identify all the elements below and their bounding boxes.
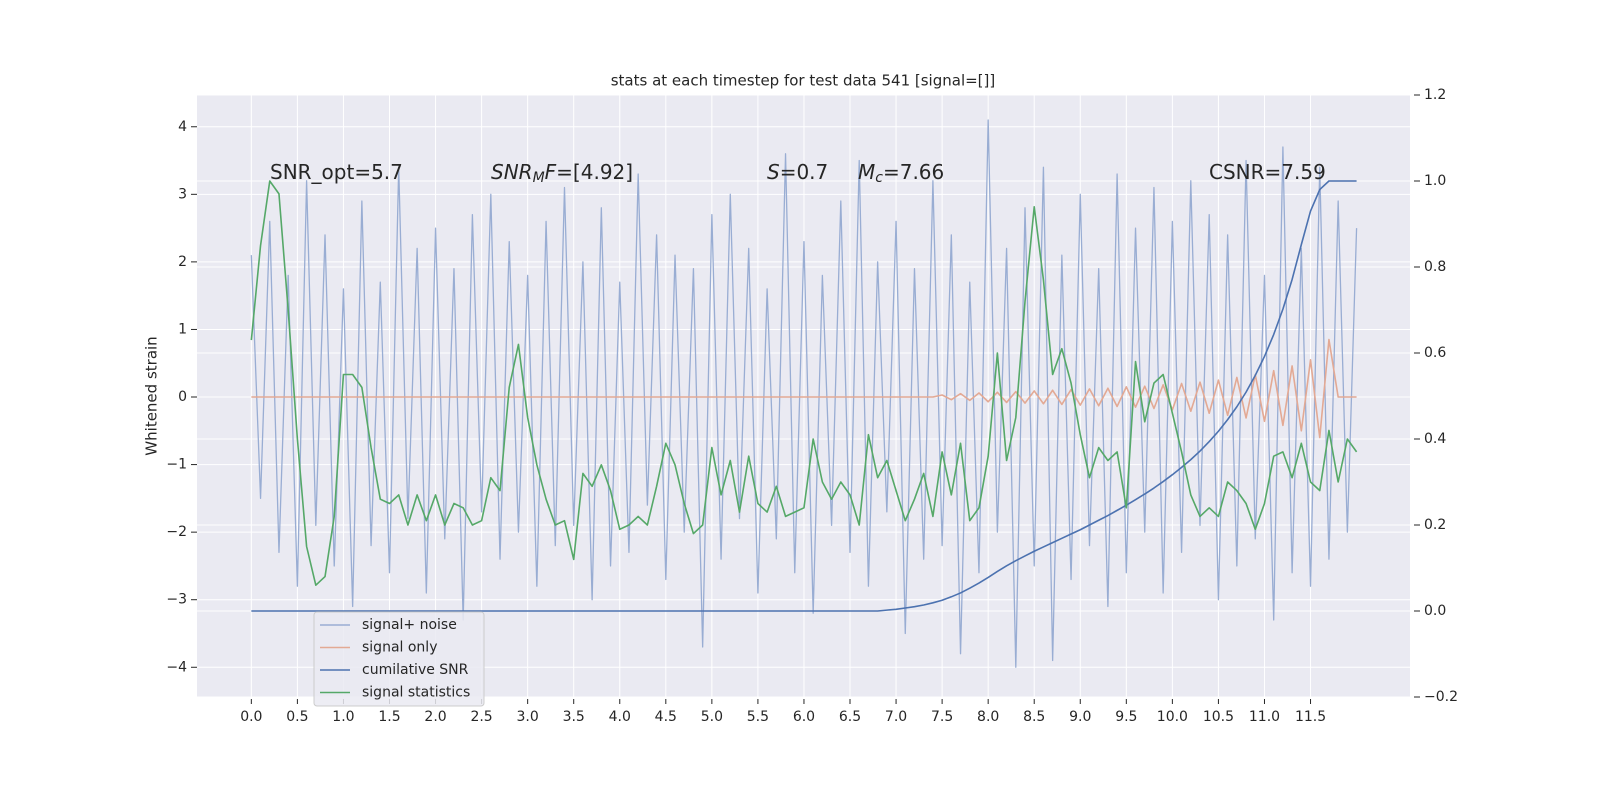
x-tick-label: 0.5 [286,709,308,725]
x-tick-label: 2.0 [424,709,446,725]
annotation-part: c [875,170,883,186]
x-tick-label: 5.5 [747,709,769,725]
x-tick-label: 11.5 [1295,709,1326,725]
x-tick-label: 6.5 [839,709,861,725]
series-line [251,180,1357,612]
legend-label: cumilative SNR [362,662,469,678]
x-tick-label: 9.5 [1115,709,1137,725]
y-tick-label: 2 [178,254,187,270]
annotation-part: M [533,170,545,186]
y-tick-label: 1 [178,321,187,337]
legend-label: signal+ noise [362,617,457,633]
y2-tick-label: 1.0 [1424,173,1446,189]
x-tick-label: 4.0 [609,709,631,725]
x-tick-label: 7.0 [885,709,907,725]
y-tick-label: 0 [178,389,187,405]
annotation-part: S [767,160,780,184]
y-tick-label: −2 [166,524,187,540]
x-tick-label: 3.5 [563,709,585,725]
annotation-part: SNR_opt=5.7 [270,160,403,184]
x-tick-label: 7.5 [931,709,953,725]
x-tick-label: 6.0 [793,709,815,725]
y-tick-label: −1 [166,457,187,473]
annotation-part: =7.66 [883,160,944,184]
y2-tick-label: 0.8 [1424,259,1446,275]
y2-tick-label: 0.4 [1424,431,1446,447]
y-axis-label: Whitened strain [143,336,161,455]
x-tick-label: 1.5 [378,709,400,725]
y-tick-label: −3 [166,592,187,608]
series-line [250,119,1358,668]
annotation-part: =[4.92] [556,160,633,184]
annotation-part: M [858,160,875,184]
y-tick-label: −4 [166,659,187,675]
annotation-part: SNR [491,160,533,184]
y2-tick-label: −0.2 [1424,689,1458,705]
x-tick-label: 11.0 [1249,709,1280,725]
x-tick-label: 1.0 [332,709,354,725]
legend-label: signal statistics [362,685,470,701]
annotation-part: =0.7 [780,160,829,184]
annotation: CSNR=7.59 [1209,160,1326,184]
annotation: S=0.7 [767,160,828,184]
annotation: Mc=7.66 [858,160,944,187]
y2-tick-label: 1.2 [1424,87,1446,103]
annotation: SNRMF=[4.92] [491,160,633,187]
y2-tick-label: 0.6 [1424,345,1446,361]
legend-box [313,611,485,707]
x-tick-label: 5.0 [701,709,723,725]
annotation-part: F [545,160,557,184]
x-tick-label: 0.0 [240,709,262,725]
x-tick-label: 8.5 [1023,709,1045,725]
x-tick-label: 9.0 [1069,709,1091,725]
y-tick-label: 3 [178,186,187,202]
legend-label: signal only [362,640,437,656]
x-tick-label: 8.0 [977,709,999,725]
annotation-part: CSNR=7.59 [1209,160,1326,184]
y-tick-label: 4 [178,119,187,135]
x-tick-label: 3.0 [517,709,539,725]
series-line [250,180,1358,586]
x-tick-label: 10.0 [1157,709,1188,725]
chart-title: stats at each timestep for test data 541… [611,72,996,90]
x-tick-label: 10.5 [1203,709,1234,725]
y2-tick-label: 0.0 [1424,603,1446,619]
x-tick-label: 2.5 [470,709,492,725]
x-tick-label: 4.5 [655,709,677,725]
y2-tick-label: 0.2 [1424,517,1446,533]
annotation: SNR_opt=5.7 [270,160,403,184]
